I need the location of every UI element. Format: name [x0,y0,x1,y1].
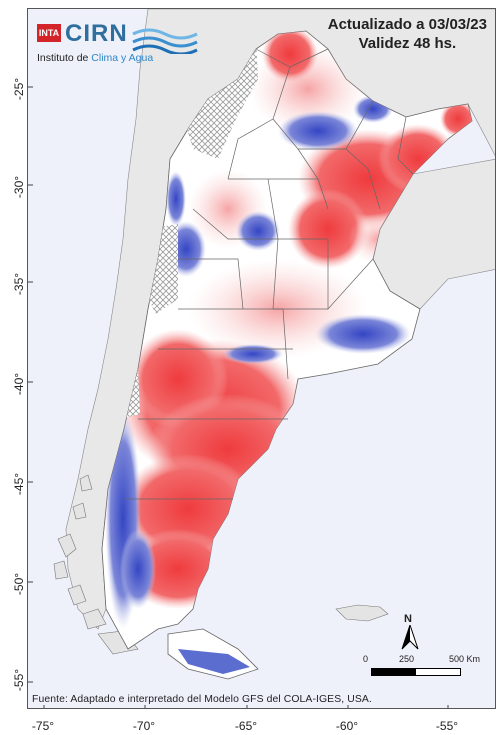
scale-label-250: 250 [399,654,415,664]
lat-label: -55° [12,668,26,692]
cirn-logo-text: CIRN [65,20,128,47]
scale-bar: 0 250 500 Km [363,654,487,694]
lon-label: -60° [335,719,359,733]
scale-label-0: 0 [363,654,369,664]
source-note: Fuente: Adaptado e interpretado del Mode… [32,694,372,705]
north-arrow: N [400,613,420,651]
institute-name: Instituto de Clima y Agua [37,52,153,64]
north-arrow-icon [401,625,419,650]
institute-highlight: Clima y Agua [91,52,154,64]
lon-label: -70° [132,719,156,733]
institute-prefix: Instituto de [37,52,92,64]
anomaly-map [28,9,495,708]
scale-segment-1 [371,668,393,676]
cirn-logo: INTA CIRN Instituto de Clima y Agua [31,12,201,74]
inta-logo-mark: INTA [37,24,61,42]
lat-label: -45° [12,472,26,496]
lat-label: -50° [12,572,26,596]
validity-period: Validez 48 hs. [358,35,457,52]
map-frame: INTA CIRN Instituto de Clima y Agua Actu… [27,8,496,709]
lat-label: -25° [12,77,26,101]
scale-segment-2 [393,668,415,676]
lon-label: -65° [234,719,258,733]
forecast-header: Actualizado a 03/03/23 Validez 48 hs. [328,15,487,53]
north-label: N [404,613,412,625]
updated-date: Actualizado a 03/03/23 [327,16,487,33]
lat-label: -30° [12,175,26,199]
lat-label: -40° [12,372,26,396]
wave-icon [132,28,198,54]
scale-segment-3 [415,668,461,676]
lat-label: -35° [12,272,26,296]
lon-label: -75° [31,719,55,733]
lon-label: -55° [435,719,459,733]
scale-label-500: 500 Km [449,654,481,664]
